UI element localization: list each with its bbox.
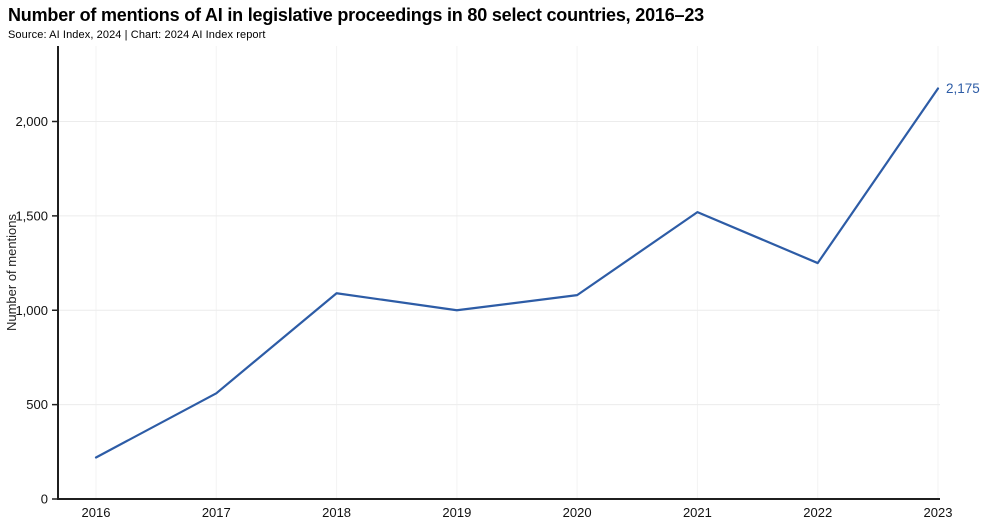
- x-tick-label: 2019: [442, 505, 471, 520]
- x-tick-label: 2023: [924, 505, 953, 520]
- x-tick-label: 2016: [82, 505, 111, 520]
- x-tick-label: 2018: [322, 505, 351, 520]
- y-tick-label: 1,500: [15, 208, 48, 223]
- y-axis-title: Number of mentions: [4, 213, 19, 331]
- y-tick-label: 2,000: [15, 114, 48, 129]
- x-tick-label: 2021: [683, 505, 712, 520]
- x-tick-label: 2022: [803, 505, 832, 520]
- x-tick-label: 2020: [563, 505, 592, 520]
- y-tick-label: 1,000: [15, 303, 48, 318]
- chart-header: Number of mentions of AI in legislative …: [8, 4, 998, 41]
- x-tick-label: 2017: [202, 505, 231, 520]
- data-line: [94, 87, 940, 459]
- y-tick-label: 500: [26, 397, 48, 412]
- end-value-label: 2,175: [946, 81, 980, 96]
- y-tick-label: 0: [41, 492, 48, 507]
- chart-title: Number of mentions of AI in legislative …: [8, 5, 704, 25]
- chart-source: Source: AI Index, 2024 | Chart: 2024 AI …: [8, 29, 266, 41]
